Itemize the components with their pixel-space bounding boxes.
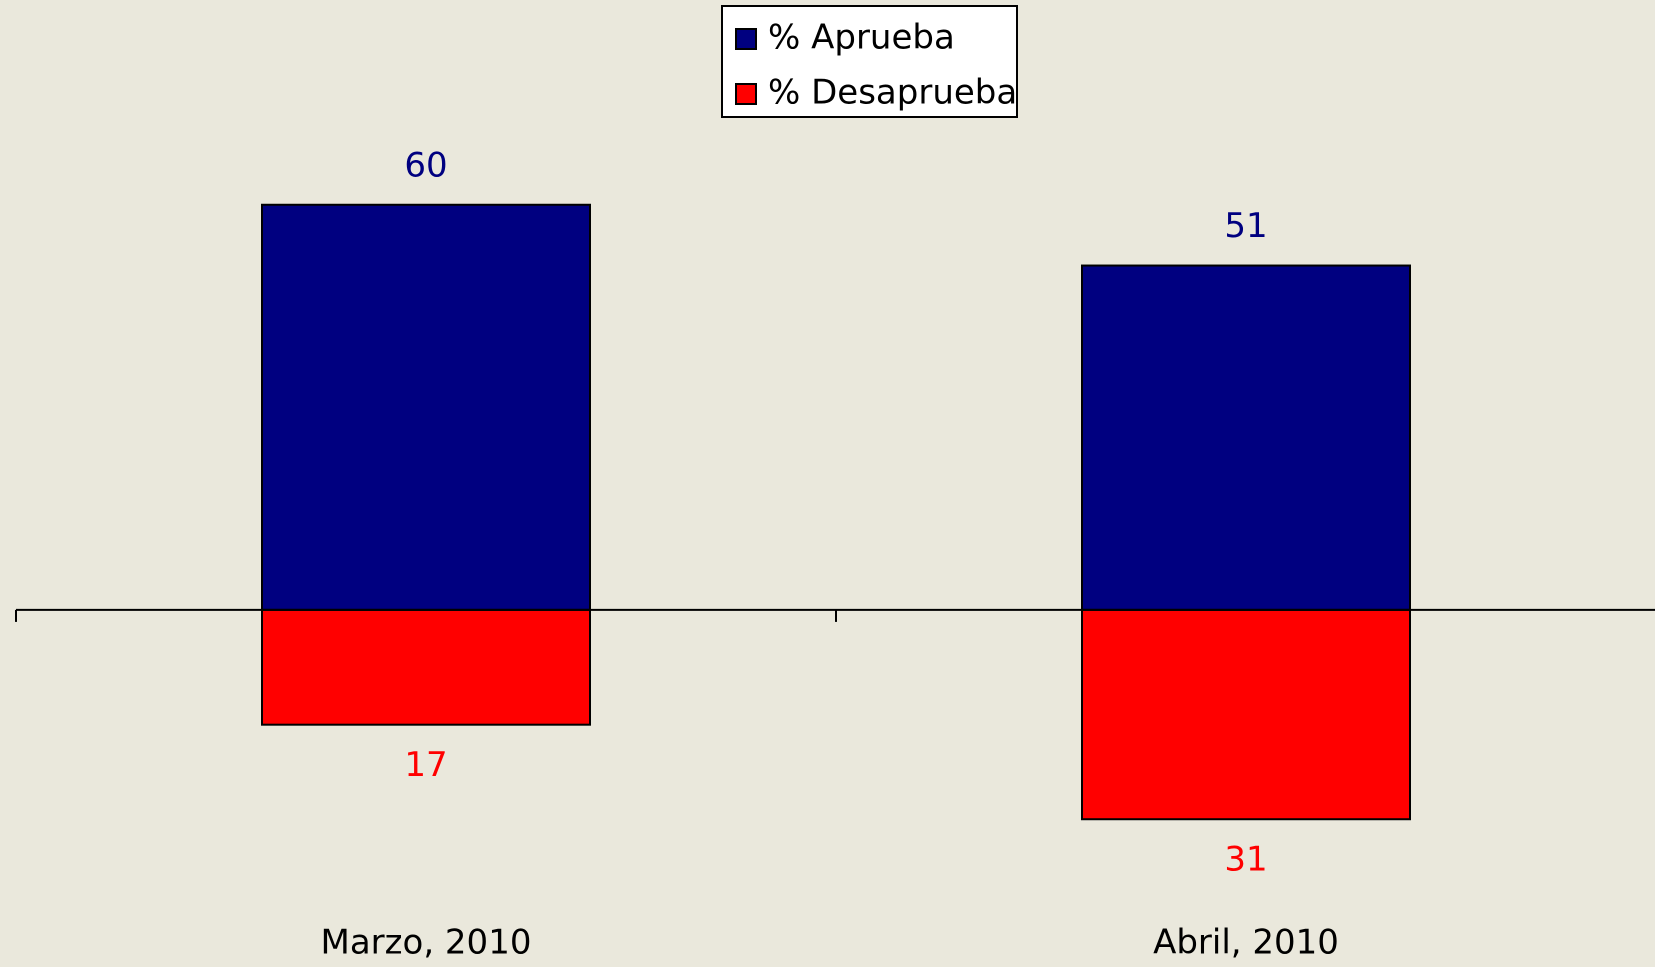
legend-label: % Aprueba [768,18,955,58]
bar [261,608,591,726]
value-label: 51 [1224,206,1267,246]
value-label: 31 [1224,840,1267,880]
value-label: 60 [404,145,447,185]
legend-swatch [735,83,757,105]
value-label: 17 [404,745,447,785]
legend-swatch [735,28,757,50]
bar [1081,608,1411,821]
legend-box [721,5,1018,118]
x-tick-label: Abril, 2010 [1153,923,1339,963]
bar [261,203,591,611]
legend-label: % Desaprueba [768,73,1017,113]
bar [1081,264,1411,611]
x-tick-label: Marzo, 2010 [321,923,532,963]
